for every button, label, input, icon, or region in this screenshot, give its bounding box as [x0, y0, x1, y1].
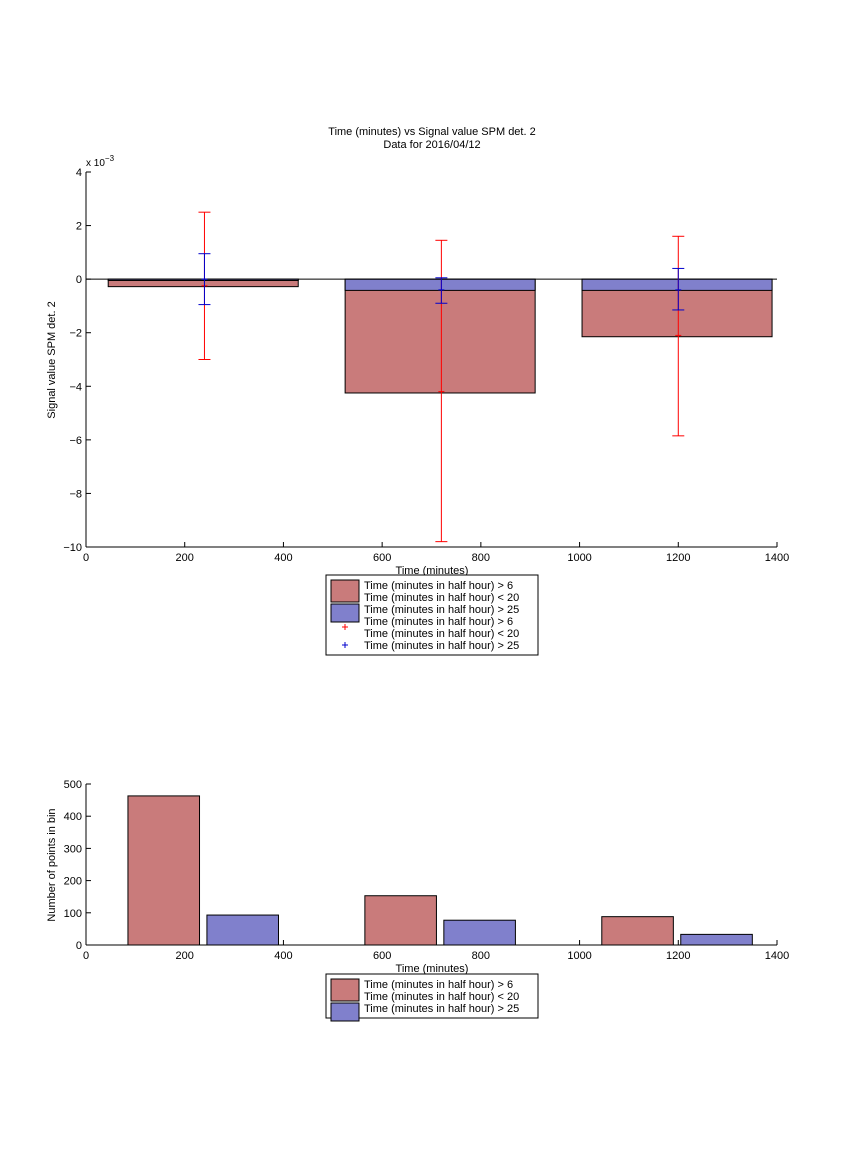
y-axis-exponent: x 10−3 — [86, 154, 115, 169]
legend-swatch — [330, 1002, 360, 1022]
bar-blue — [443, 919, 516, 946]
y-tick-label: 2 — [76, 221, 82, 233]
y-tick-label: −4 — [69, 381, 82, 393]
bar-blue — [344, 278, 536, 291]
legend-entry-label: Time (minutes in half hour) > 6 — [364, 580, 513, 592]
x-axis-label: Time (minutes) — [396, 963, 469, 975]
legend-swatch — [330, 978, 360, 1002]
bar-red — [344, 278, 536, 394]
x-tick-label: 1200 — [666, 552, 690, 564]
y-tick-label: 500 — [64, 779, 82, 791]
x-tick-label: 800 — [472, 950, 490, 962]
legend-entry-label: Time (minutes in half hour) > 6 — [364, 616, 513, 628]
legend-entry-label: Time (minutes in half hour) < 20 — [364, 592, 519, 604]
x-tick-label: 1400 — [765, 950, 789, 962]
bar-red — [364, 895, 437, 946]
exponent-base: x 10 — [86, 158, 105, 169]
legend-box — [325, 574, 539, 656]
y-tick-label: 100 — [64, 908, 82, 920]
chart-points-in-bin: 0 200 400 600 800 1000 1200 1400 0 100 200 300 400 50… — [46, 779, 790, 1022]
x-axis-label: Time (minutes) — [396, 565, 469, 577]
plot-area: 0 200 400 600 800 1000 1200 1400 −10 −8 −6 −4 −2 0 2 4 — [63, 167, 789, 564]
x-tick-label: 400 — [274, 552, 292, 564]
legend-entry-label: Time (minutes in half hour) > 25 — [364, 640, 519, 652]
y-tick-label: 400 — [64, 811, 82, 823]
x-tick-label: 600 — [373, 950, 391, 962]
x-tick-label: 0 — [83, 552, 89, 564]
plot-area: 0 200 400 600 800 1000 1200 1400 0 100 200 300 400 50… — [64, 779, 790, 962]
x-tick-label: 800 — [472, 552, 490, 564]
y-tick-label: 0 — [76, 940, 82, 952]
y-tick-label: 200 — [64, 876, 82, 888]
y-tick-label: 4 — [76, 167, 82, 179]
y-tick-label: 0 — [76, 274, 82, 286]
bar-blue — [581, 278, 773, 291]
y-tick-label: 300 — [64, 843, 82, 855]
y-axis-label: Number of points in bin — [46, 808, 58, 921]
y-tick-label: −2 — [69, 328, 82, 340]
chart-signal-value: Time (minutes) vs Signal value SPM det. … — [46, 126, 789, 656]
exponent-power: −3 — [105, 154, 115, 163]
legend-box — [325, 973, 539, 1019]
bar-blue — [206, 914, 279, 946]
x-tick-label: 1400 — [765, 552, 789, 564]
y-tick-label: −8 — [69, 488, 82, 500]
bar-red — [601, 916, 674, 946]
x-tick-label: 200 — [176, 552, 194, 564]
legend-swatch — [330, 603, 360, 623]
x-tick-label: 400 — [274, 950, 292, 962]
x-tick-label: 1200 — [666, 950, 690, 962]
legend-swatch — [330, 579, 360, 603]
y-tick-label: −6 — [69, 435, 82, 447]
legend-entry-label: Time (minutes in half hour) > 6 — [364, 979, 513, 991]
legend-entry-label: Time (minutes in half hour) > 25 — [364, 1003, 519, 1015]
legend-entry-label: Time (minutes in half hour) < 20 — [364, 628, 519, 640]
legend-entry-label: Time (minutes in half hour) > 25 — [364, 604, 519, 616]
x-tick-label: 0 — [83, 950, 89, 962]
chart-title: Time (minutes) vs Signal value SPM det. … — [328, 126, 535, 138]
x-tick-label: 1000 — [567, 552, 591, 564]
bar-blue — [680, 933, 753, 946]
y-axis-label: Signal value SPM det. 2 — [46, 301, 58, 418]
x-tick-label: 600 — [373, 552, 391, 564]
legend-entry-label: Time (minutes in half hour) < 20 — [364, 991, 519, 1003]
y-tick-label: −10 — [63, 542, 82, 554]
x-tick-label: 200 — [176, 950, 194, 962]
bar-red — [127, 795, 201, 946]
x-tick-label: 1000 — [567, 950, 591, 962]
chart-subtitle: Data for 2016/04/12 — [383, 139, 480, 151]
